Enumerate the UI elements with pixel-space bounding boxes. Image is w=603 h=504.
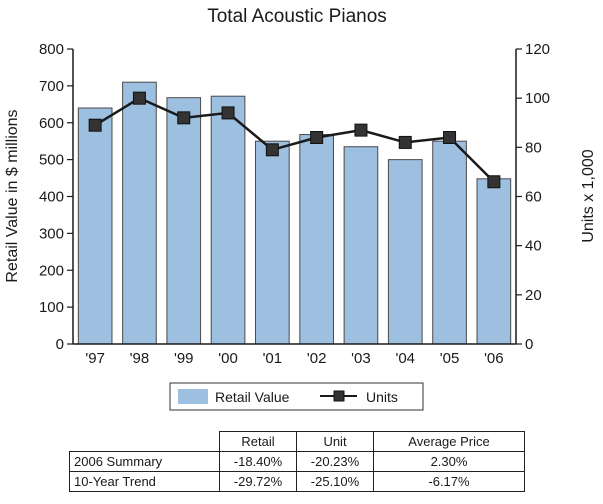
table-row: 10-Year Trend -29.72% -25.10% -6.17%	[69, 471, 525, 492]
y-tick-label-4: 400	[39, 189, 64, 206]
units-line-layer	[88, 91, 501, 189]
table-row: 2006 Summary -18.40% -20.23% 2.30%	[69, 451, 525, 472]
legend-box	[169, 382, 424, 411]
y2-tick-label-0: 0	[525, 336, 533, 353]
y2-tick-label-6: 120	[525, 41, 550, 58]
y-tick-label-5: 500	[39, 152, 64, 169]
legend-swatch-units-marker	[333, 390, 345, 402]
y2-tick-label-4: 80	[525, 139, 542, 156]
x-tick-label-4: '01	[263, 350, 283, 367]
cell-retail: -29.72%	[219, 471, 297, 492]
y-tick-label-7: 700	[39, 78, 64, 95]
bar-5	[299, 134, 334, 345]
units-point-2	[177, 111, 191, 125]
units-line	[94, 96, 495, 183]
y2-tick-label-2: 40	[525, 238, 542, 255]
units-point-3	[221, 106, 235, 120]
y-axis-title: Retail Value in $ millions	[4, 109, 21, 282]
bar-3	[210, 95, 246, 345]
summary-header-blank	[69, 431, 220, 452]
axes-layer: 0 100 200 300 400 500 600 700 800 0 20 40 60 80 100 120…	[39, 41, 550, 367]
y-tick-label-8: 800	[39, 41, 64, 58]
x-tick-label-1: '98	[130, 350, 150, 367]
summary-table: Retail Unit Average Price 2006 Summary -…	[69, 431, 525, 492]
y-tick-label-2: 200	[39, 262, 64, 279]
units-point-5	[310, 131, 324, 144]
bars-layer	[77, 81, 512, 345]
legend: Retail Value Units	[169, 382, 424, 411]
y-tick-label-1: 100	[39, 299, 64, 316]
y2-tick-label-3: 60	[525, 189, 542, 206]
units-point-8	[443, 131, 457, 144]
bar-0	[77, 107, 113, 345]
row-label: 2006 Summary	[69, 451, 220, 472]
x-tick-label-3: '00	[218, 350, 238, 367]
x-tick-label-2: '99	[174, 350, 194, 367]
row-label: 10-Year Trend	[69, 471, 220, 492]
summary-header-average-price: Average Price	[373, 431, 525, 452]
bar-9	[476, 178, 512, 345]
x-tick-label-6: '03	[351, 350, 371, 367]
cell-retail: -18.40%	[219, 451, 297, 472]
legend-swatch-retail-value	[178, 389, 208, 404]
bar-4	[255, 140, 290, 345]
bar-8	[432, 140, 467, 345]
units-point-6	[354, 123, 368, 137]
y-tick-label-3: 300	[39, 225, 64, 242]
summary-header-row: Retail Unit Average Price	[69, 431, 525, 452]
x-tick-label-8: '05	[440, 350, 460, 367]
cell-unit: -20.23%	[296, 451, 374, 472]
bar-7	[387, 159, 423, 345]
cell-average-price: -6.17%	[373, 471, 525, 492]
units-point-9	[487, 175, 501, 189]
bar-6	[343, 146, 379, 345]
units-point-4	[265, 143, 279, 157]
x-tick-label-5: '02	[307, 350, 327, 367]
y2-tick-label-5: 100	[525, 90, 550, 107]
bar-2	[166, 97, 202, 345]
y2-axis-title: Units x 1,000	[580, 149, 597, 242]
x-tick-label-9: '06	[484, 350, 504, 367]
cell-unit: -25.10%	[296, 471, 374, 492]
y-tick-label-6: 600	[39, 115, 64, 132]
units-point-0	[88, 118, 102, 132]
summary-header-retail: Retail	[219, 431, 297, 452]
legend-label-retail-value: Retail Value	[215, 389, 290, 405]
x-tick-label-0: '97	[85, 350, 105, 367]
chart: Total Acoustic Pianos 010020030040050060…	[4, 6, 597, 411]
y-tick-label-0: 0	[56, 336, 64, 353]
chart-title: Total Acoustic Pianos	[207, 6, 387, 27]
units-point-7	[398, 135, 412, 149]
x-tick-label-7: '04	[395, 350, 415, 367]
summary-header-unit: Unit	[296, 431, 374, 452]
y2-tick-label-1: 20	[525, 287, 542, 304]
cell-average-price: 2.30%	[373, 451, 525, 472]
legend-label-units: Units	[366, 389, 398, 405]
units-point-1	[132, 91, 146, 105]
bar-1	[122, 81, 157, 345]
